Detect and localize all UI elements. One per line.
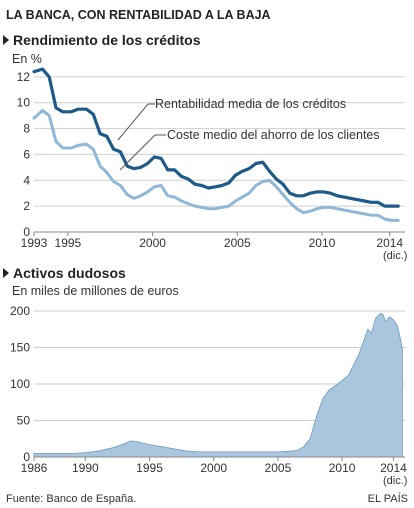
y-tick-label: 12: [17, 70, 31, 84]
series-line-rentabilidad: [32, 67, 400, 208]
x-tick-label: 2000: [139, 236, 166, 250]
x-tick-label: 1995: [55, 236, 82, 250]
section-marker-icon: [3, 35, 9, 45]
y-tick-label: 0: [23, 225, 30, 239]
y-tick-label: 6: [23, 147, 30, 161]
chart-1-x-note: (dic.): [383, 250, 407, 262]
chart-1-series: [32, 67, 400, 222]
x-tick-label: 1995: [136, 461, 163, 475]
section-marker-icon: [3, 268, 9, 278]
x-tick-label: 2005: [224, 236, 251, 250]
y-tick-label: 0: [23, 450, 30, 464]
annotation-leader: [117, 103, 155, 141]
x-tick-label: 2010: [309, 236, 336, 250]
series-area-activos-dudosos: [33, 312, 403, 458]
source-note: Fuente: Banco de España.: [6, 493, 136, 505]
chart-1-y-axis: 0 2 4 6 8 10 12: [17, 70, 31, 239]
chart-1-subtitle: En %: [12, 52, 42, 66]
series-label-coste: Coste medio del ahorro de los clientes: [167, 128, 380, 142]
y-tick-label: 100: [10, 377, 30, 391]
y-tick-label: 150: [10, 341, 30, 355]
x-tick-label: 2005: [265, 461, 292, 475]
chart-1-title: Rendimiento de los créditos: [13, 32, 201, 48]
chart-2-x-note: (dic.): [383, 475, 407, 487]
y-tick-label: 8: [23, 122, 30, 136]
figure-title: LA BANCA, CON RENTABILIDAD A LA BAJA: [6, 8, 271, 22]
publisher-credit: EL PAÍS: [368, 492, 408, 505]
chart-2-subtitle: En miles de millones de euros: [12, 284, 179, 298]
x-tick-label: 2010: [329, 461, 356, 475]
y-tick-label: 10: [17, 96, 31, 110]
chart-2-y-axis: 0 50 100 150 200: [10, 304, 30, 464]
chart-1-annotations: Rentabilidad media de los créditos Coste…: [117, 97, 380, 171]
y-tick-label: 2: [23, 199, 30, 213]
x-tick-label: 2014: [376, 236, 403, 250]
series-label-rentabilidad: Rentabilidad media de los créditos: [155, 97, 346, 111]
chart-2-title: Activos dudosos: [13, 265, 126, 281]
y-tick-label: 50: [17, 414, 31, 428]
x-tick-label: 1993: [21, 236, 48, 250]
x-tick-label: 2000: [200, 461, 227, 475]
y-tick-label: 200: [10, 304, 30, 318]
chart-2-series: [33, 312, 403, 458]
chart-1: Rendimiento de los créditos En % 0 2 4 6 8 10…: [3, 32, 407, 262]
y-tick-label: 4: [23, 173, 30, 187]
chart-1-x-axis: 1993 1995 2000 2005 2010 2014: [21, 232, 403, 250]
x-tick-label: 1990: [72, 461, 99, 475]
chart-2: Activos dudosos En miles de millones de …: [3, 265, 407, 487]
annotation-leader: [119, 134, 166, 171]
chart-2-x-axis: 1986 1990 1995 2000 2005 2010 2014: [21, 456, 407, 475]
series-line-coste: [32, 109, 400, 222]
x-tick-label: 1986: [21, 461, 48, 475]
x-tick-label: 2014: [380, 461, 407, 475]
